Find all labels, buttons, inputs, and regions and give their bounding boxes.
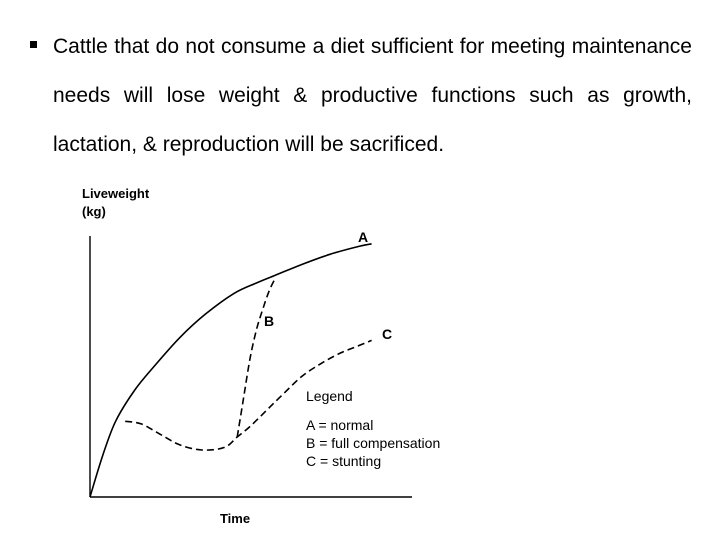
- x-axis-label: Time: [220, 511, 250, 526]
- legend-entry-b: B = full compensation: [306, 435, 440, 451]
- series-label-a: A: [358, 229, 368, 245]
- series-line-c: [125, 339, 372, 451]
- y-axis-label-line-2: (kg): [82, 204, 106, 219]
- y-axis-label-line-1: Liveweight: [82, 186, 150, 201]
- legend-entry-c: C = stunting: [306, 453, 381, 469]
- legend-entry-a: A = normal: [306, 417, 373, 433]
- series-layer: [89, 243, 372, 498]
- series-label-b: B: [264, 313, 274, 329]
- bullet-square-icon: [30, 41, 37, 48]
- bullet-text: Cattle that do not consume a diet suffic…: [53, 35, 692, 156]
- bullet-block: Cattle that do not consume a diet suffic…: [30, 22, 692, 169]
- series-line-a: [89, 243, 372, 498]
- series-label-c: C: [382, 326, 392, 342]
- legend: Legend A = normal B = full compensation …: [306, 388, 440, 469]
- legend-title: Legend: [306, 388, 353, 404]
- series-line-b: [236, 277, 277, 438]
